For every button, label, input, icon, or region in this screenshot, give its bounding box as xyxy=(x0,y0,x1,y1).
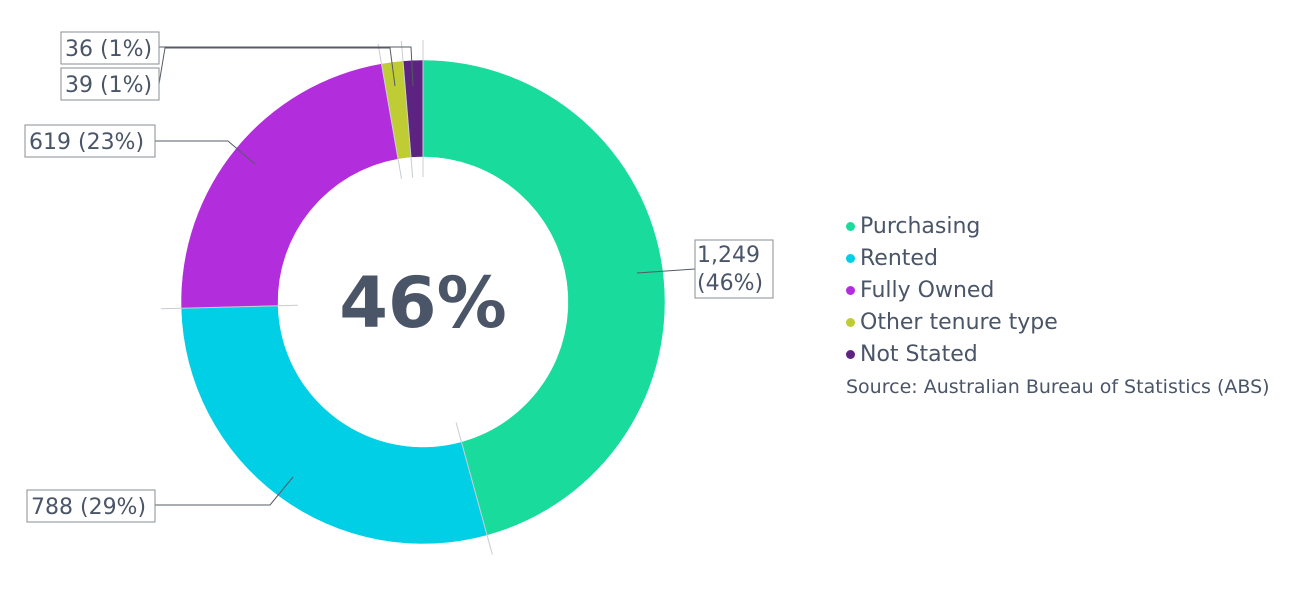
legend-dot-icon xyxy=(846,253,855,263)
legend-item-rented[interactable]: Rented xyxy=(846,242,1058,274)
legend-dot-icon xyxy=(846,349,855,359)
data-labels: 1,249 (46%) 788 (29%) 619 (23%) 39 (1%) 36 (1… xyxy=(24,31,774,523)
divider-line xyxy=(161,304,299,310)
divider-line xyxy=(400,40,414,178)
legend-label: Fully Owned xyxy=(860,277,995,303)
source-note: Source: Australian Bureau of Statistics … xyxy=(846,376,1270,398)
data-label-box xyxy=(24,124,156,158)
leader-line-rented xyxy=(155,476,294,506)
slice-rented[interactable] xyxy=(180,305,488,545)
leader-line-fully-owned xyxy=(155,140,256,165)
legend-item-not-stated[interactable]: Not Stated xyxy=(846,338,1058,370)
legend-label: Other tenure type xyxy=(860,309,1058,335)
data-label-text: 39 (1%) xyxy=(65,73,152,98)
slice-fully-owned[interactable] xyxy=(180,63,399,309)
data-label-box xyxy=(60,67,160,101)
data-label-purchasing: 1,249 (46%) xyxy=(694,239,774,299)
legend-item-purchasing[interactable]: Purchasing xyxy=(846,210,1058,242)
data-label-box xyxy=(26,489,156,523)
data-label-box xyxy=(60,31,160,65)
divider-line xyxy=(455,422,493,555)
slice-divider-lines xyxy=(161,40,493,555)
leader-line-other-tenure-type xyxy=(158,47,396,87)
data-label-rented: 788 (29%) xyxy=(26,489,156,523)
data-label-box xyxy=(694,239,774,299)
legend-dot-icon xyxy=(846,285,855,295)
legend-item-fully-owned[interactable]: Fully Owned xyxy=(846,274,1058,306)
legend-label: Rented xyxy=(860,245,938,271)
data-label-text: 619 (23%) xyxy=(29,130,144,155)
data-label-text: 788 (29%) xyxy=(31,495,146,520)
data-label-other-tenure-type: 39 (1%) xyxy=(60,67,160,101)
data-label-text: 1,249 (46%) xyxy=(697,243,763,296)
leader-line-not-stated xyxy=(159,46,414,87)
data-label-text: 36 (1%) xyxy=(65,37,152,62)
center-label: 46% xyxy=(339,262,507,344)
donut-slices xyxy=(180,59,666,545)
data-label-not-stated: 36 (1%) xyxy=(60,31,160,65)
legend-label: Purchasing xyxy=(860,213,981,239)
leader-lines xyxy=(155,46,696,506)
legend: Purchasing Rented Fully Owned Other tenure … xyxy=(846,210,1058,370)
legend-dot-icon xyxy=(846,317,855,327)
legend-label: Not Stated xyxy=(860,341,978,367)
legend-dot-icon xyxy=(846,221,855,231)
legend-item-other-tenure-type[interactable]: Other tenure type xyxy=(846,306,1058,338)
divider-line xyxy=(377,43,403,179)
data-label-fully-owned: 619 (23%) xyxy=(24,124,156,158)
leader-line-purchasing xyxy=(636,268,696,274)
donut-chart: 1,249 (46%) 788 (29%) 619 (23%) 39 (1%) 36 (1… xyxy=(24,31,774,555)
slice-purchasing[interactable] xyxy=(422,59,666,536)
